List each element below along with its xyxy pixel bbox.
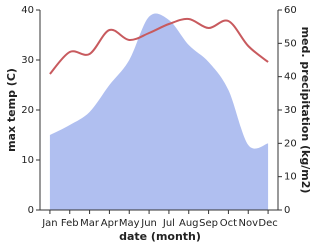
- y2-tick-label: 0: [284, 205, 290, 216]
- y-tick-label: 20: [21, 105, 34, 116]
- y2-tick-label: 60: [284, 5, 297, 16]
- x-tick-label: Jan: [41, 218, 57, 229]
- x-tick-label: Aug: [179, 218, 199, 229]
- x-tick-label: Jun: [140, 218, 157, 229]
- x-tick-label: Mar: [80, 218, 100, 229]
- precipitation-area: [49, 13, 269, 211]
- y2-tick-label: 40: [284, 72, 297, 83]
- y2-tick-label: 10: [284, 172, 297, 183]
- x-tick-label: Jul: [162, 218, 175, 229]
- y-tick-label: 10: [21, 155, 34, 166]
- x-tick-label: Nov: [238, 218, 258, 229]
- y2-tick-label: 50: [284, 38, 297, 49]
- y2-tick-label: 30: [284, 105, 297, 116]
- x-tick-label: May: [119, 218, 140, 229]
- x-axis-label: date (month): [119, 230, 201, 243]
- y-tick-label: 0: [28, 205, 34, 216]
- x-tick-label: Dec: [258, 218, 277, 229]
- y-axis-label: max temp (C): [5, 68, 18, 152]
- y2-tick-label: 20: [284, 138, 297, 149]
- temperature-line: [49, 17, 269, 75]
- y2-axis-label: med. precipitation (kg/m2): [299, 27, 312, 194]
- y-tick-label: 40: [21, 5, 34, 16]
- x-tick-label: Sep: [199, 218, 218, 229]
- y-tick-label: 30: [21, 55, 34, 66]
- x-tick-label: Oct: [220, 218, 237, 229]
- x-tick-label: Apr: [101, 218, 119, 229]
- x-tick-label: Feb: [61, 218, 79, 229]
